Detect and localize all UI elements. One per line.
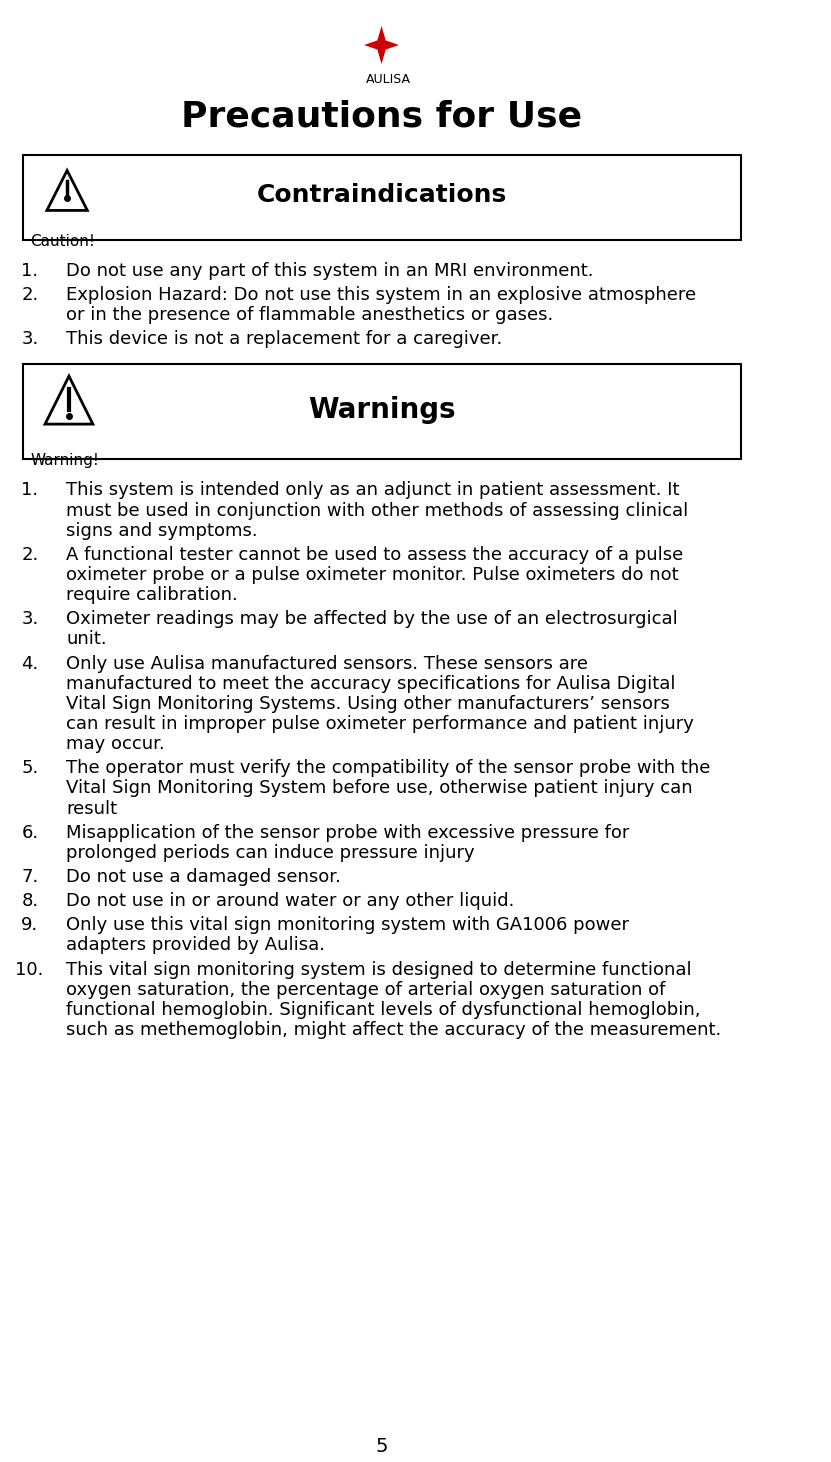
Text: such as methemoglobin, might affect the accuracy of the measurement.: such as methemoglobin, might affect the … bbox=[66, 1020, 721, 1039]
Text: 2.: 2. bbox=[22, 287, 38, 304]
Text: Caution!: Caution! bbox=[31, 234, 96, 249]
Text: A functional tester cannot be used to assess the accuracy of a pulse: A functional tester cannot be used to as… bbox=[66, 545, 683, 564]
Polygon shape bbox=[364, 26, 399, 64]
Text: The operator must verify the compatibility of the sensor probe with the: The operator must verify the compatibili… bbox=[66, 759, 711, 778]
Text: 7.: 7. bbox=[22, 868, 38, 886]
Text: Explosion Hazard: Do not use this system in an explosive atmosphere: Explosion Hazard: Do not use this system… bbox=[66, 287, 696, 304]
Text: Only use this vital sign monitoring system with GA1006 power: Only use this vital sign monitoring syst… bbox=[66, 917, 629, 934]
Text: 9.: 9. bbox=[22, 917, 38, 934]
Text: 8.: 8. bbox=[22, 892, 38, 911]
Text: must be used in conjunction with other methods of assessing clinical: must be used in conjunction with other m… bbox=[66, 501, 688, 519]
Text: 5.: 5. bbox=[22, 759, 38, 778]
Polygon shape bbox=[45, 376, 93, 424]
Text: 10.: 10. bbox=[15, 961, 43, 978]
FancyBboxPatch shape bbox=[23, 364, 741, 459]
FancyBboxPatch shape bbox=[23, 155, 741, 240]
Text: Vital Sign Monitoring Systems. Using other manufacturers’ sensors: Vital Sign Monitoring Systems. Using oth… bbox=[66, 694, 670, 713]
Text: unit.: unit. bbox=[66, 630, 107, 649]
Text: 5: 5 bbox=[376, 1437, 388, 1456]
Polygon shape bbox=[47, 171, 87, 211]
Text: 4.: 4. bbox=[22, 655, 38, 673]
Text: functional hemoglobin. Significant levels of dysfunctional hemoglobin,: functional hemoglobin. Significant level… bbox=[66, 1001, 701, 1019]
Text: manufactured to meet the accuracy specifications for Aulisa Digital: manufactured to meet the accuracy specif… bbox=[66, 674, 676, 693]
Text: Warnings: Warnings bbox=[307, 396, 455, 424]
Text: This device is not a replacement for a caregiver.: This device is not a replacement for a c… bbox=[66, 330, 503, 348]
Text: Do not use in or around water or any other liquid.: Do not use in or around water or any oth… bbox=[66, 892, 514, 911]
Text: Do not use any part of this system in an MRI environment.: Do not use any part of this system in an… bbox=[66, 262, 593, 279]
Text: oxygen saturation, the percentage of arterial oxygen saturation of: oxygen saturation, the percentage of art… bbox=[66, 981, 666, 999]
Text: This system is intended only as an adjunct in patient assessment. It: This system is intended only as an adjun… bbox=[66, 481, 680, 500]
Text: may occur.: may occur. bbox=[66, 735, 165, 753]
Text: 3.: 3. bbox=[22, 610, 38, 629]
Text: Warning!: Warning! bbox=[31, 453, 99, 468]
Text: prolonged periods can induce pressure injury: prolonged periods can induce pressure in… bbox=[66, 844, 475, 863]
Text: AULISA: AULISA bbox=[366, 73, 411, 86]
Text: 6.: 6. bbox=[22, 823, 38, 842]
Text: adapters provided by Aulisa.: adapters provided by Aulisa. bbox=[66, 937, 325, 955]
Text: Precautions for Use: Precautions for Use bbox=[181, 99, 582, 135]
Text: signs and symptoms.: signs and symptoms. bbox=[66, 522, 258, 539]
Text: Misapplication of the sensor probe with excessive pressure for: Misapplication of the sensor probe with … bbox=[66, 823, 630, 842]
Text: require calibration.: require calibration. bbox=[66, 586, 238, 604]
Text: Only use Aulisa manufactured sensors. These sensors are: Only use Aulisa manufactured sensors. Th… bbox=[66, 655, 588, 673]
Text: can result in improper pulse oximeter performance and patient injury: can result in improper pulse oximeter pe… bbox=[66, 715, 694, 732]
Text: oximeter probe or a pulse oximeter monitor. Pulse oximeters do not: oximeter probe or a pulse oximeter monit… bbox=[66, 566, 679, 583]
Text: or in the presence of flammable anesthetics or gases.: or in the presence of flammable anesthet… bbox=[66, 306, 553, 325]
Text: 3.: 3. bbox=[22, 330, 38, 348]
Text: Do not use a damaged sensor.: Do not use a damaged sensor. bbox=[66, 868, 341, 886]
Text: This vital sign monitoring system is designed to determine functional: This vital sign monitoring system is des… bbox=[66, 961, 692, 978]
Text: Vital Sign Monitoring System before use, otherwise patient injury can: Vital Sign Monitoring System before use,… bbox=[66, 779, 693, 797]
Text: 2.: 2. bbox=[22, 545, 38, 564]
Text: Contraindications: Contraindications bbox=[257, 183, 507, 208]
Text: Oximeter readings may be affected by the use of an electrosurgical: Oximeter readings may be affected by the… bbox=[66, 610, 678, 629]
Text: 1.: 1. bbox=[22, 481, 38, 500]
Text: 1.: 1. bbox=[22, 262, 38, 279]
Text: result: result bbox=[66, 800, 117, 817]
